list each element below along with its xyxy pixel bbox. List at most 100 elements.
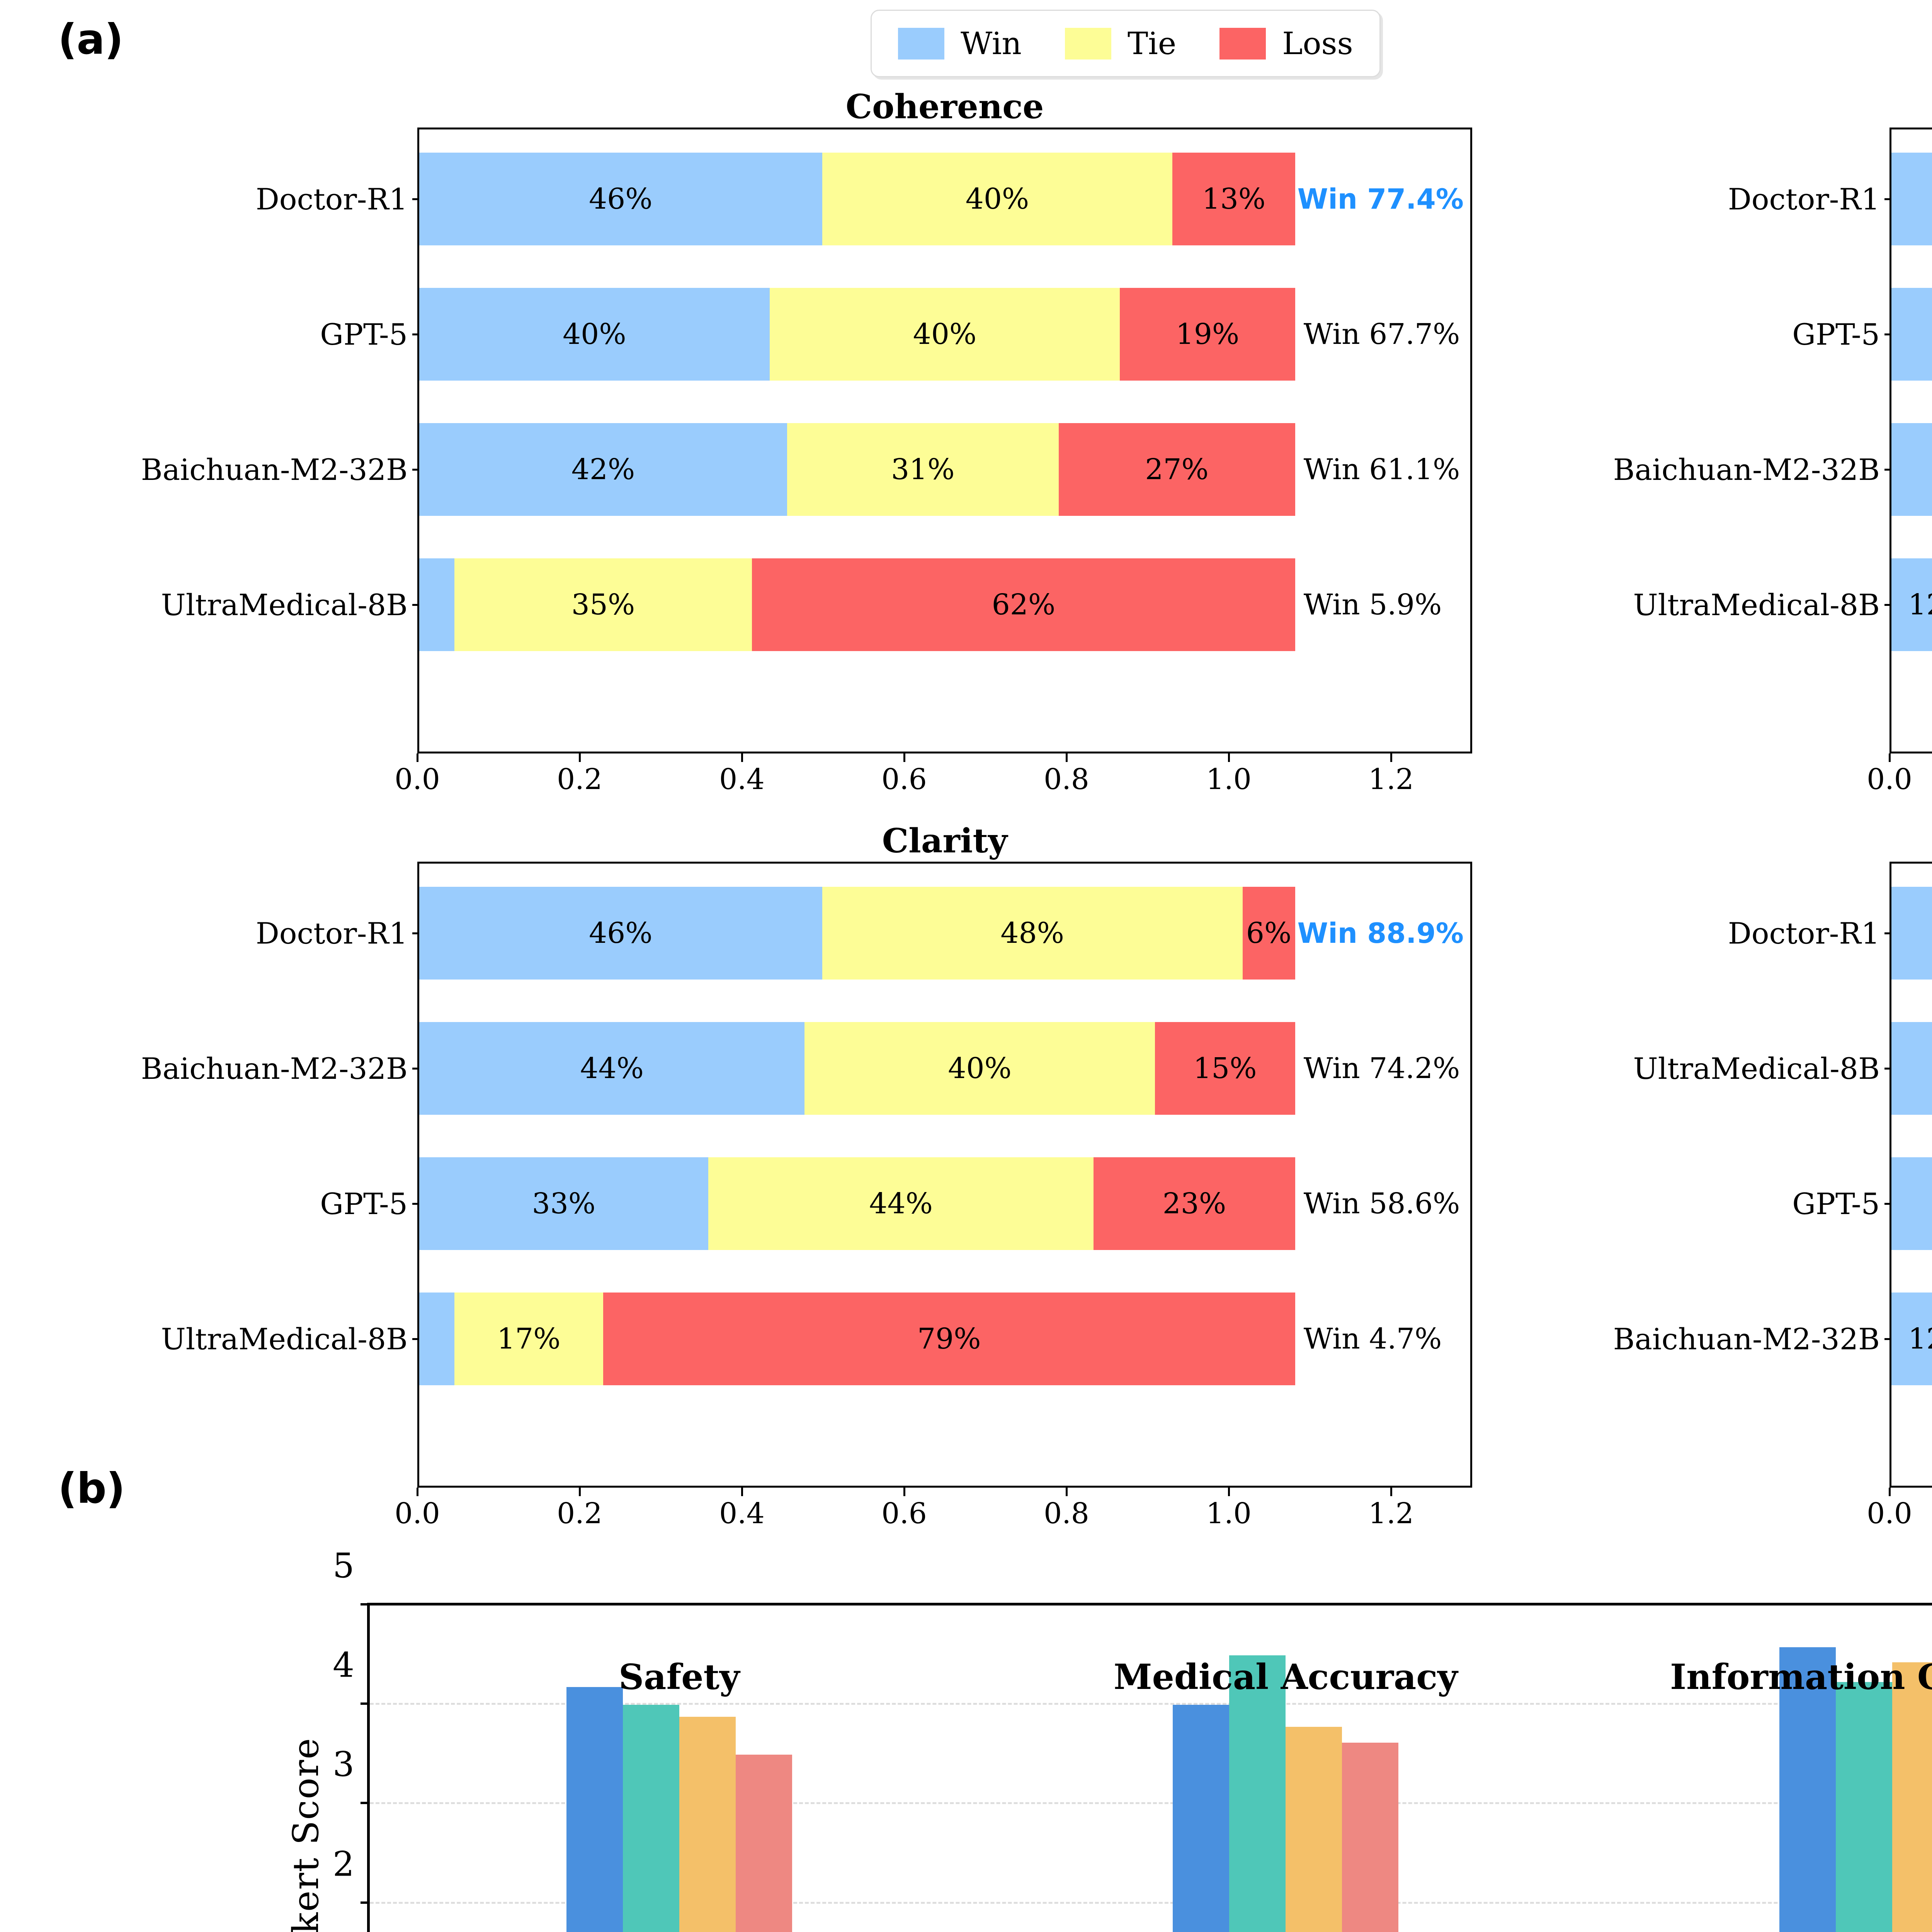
bars-layer: Doctor-R1 71% 23% 6% Win 92.5% UltraMedi… <box>1613 864 1932 1486</box>
gridline <box>370 1802 1932 1804</box>
legend-item-loss[interactable]: Loss <box>1219 27 1353 60</box>
x-tick-label: 0.8 <box>1044 1497 1089 1530</box>
bar-row: GPT-5 40% 40% 19% Win 67.7% <box>320 288 1470 381</box>
segment-tie[interactable]: 40% <box>822 153 1173 245</box>
legend-swatch-loss <box>1219 27 1266 60</box>
y-tick-label: 3 <box>333 1744 354 1784</box>
category-label: Baichuan-M2-32B <box>141 1051 408 1086</box>
segment-tie[interactable]: 40% <box>769 288 1120 381</box>
legend-label-tie: Tie <box>1127 25 1177 61</box>
segment-win[interactable]: 71% <box>1891 887 1932 980</box>
segment-win[interactable]: 62% <box>1891 288 1932 381</box>
bar-row: GPT-5 23% 23% 54% Win 30.0% <box>1792 1157 1932 1250</box>
likert-score-chart: Likert Score 0 1 2 3 4 5 Safety <box>285 1546 1932 1932</box>
bar-row: Doctor-R1 46% 40% 13% Win 77.4% <box>256 153 1470 245</box>
segment-loss[interactable]: 19% <box>1120 288 1295 381</box>
stacked-bar: 23% 23% 54% <box>1891 1157 1932 1250</box>
category-label: Baichuan-M2-32B <box>141 452 408 487</box>
x-tick-label: 0.2 <box>557 1497 602 1530</box>
win-rate-annotation: Win 74.2% <box>1303 1052 1460 1085</box>
bar-doctor-r1[interactable] <box>1173 1705 1230 1932</box>
win-rate-annotation: Win 4.7% <box>1303 1322 1442 1355</box>
bar-row: Doctor-R1 71% 23% 6% Win 92.5% <box>1728 887 1932 980</box>
segment-win[interactable]: 38% <box>1891 423 1932 516</box>
gridline <box>370 1703 1932 1705</box>
bar-doctor-r1[interactable] <box>566 1687 623 1932</box>
segment-win[interactable]: 46% <box>419 887 822 980</box>
x-tick-label-medical-accuracy: Medical Accuracy <box>1114 1656 1458 1697</box>
segment-win[interactable]: 33% <box>419 1157 708 1250</box>
segment-win[interactable]: 42% <box>419 423 787 516</box>
stacked-bar: 12% 8% 81% <box>1891 558 1932 651</box>
segment-win[interactable]: 40% <box>419 288 770 381</box>
segment-loss[interactable]: 15% <box>1155 1022 1295 1115</box>
segment-tie[interactable]: 48% <box>822 887 1243 980</box>
bar-row: Doctor-R1 46% 48% 6% Win 88.9% <box>256 887 1470 980</box>
segment-loss[interactable]: 27% <box>1058 423 1295 516</box>
bar-ultramedical-8b[interactable] <box>1342 1742 1399 1932</box>
segment-win[interactable]: 44% <box>419 1022 805 1115</box>
bar-gpt-5[interactable] <box>679 1717 736 1932</box>
bar-gpt-5[interactable] <box>1892 1662 1932 1932</box>
segment-win[interactable]: 46% <box>419 153 822 245</box>
segment-win[interactable] <box>419 1293 454 1385</box>
segment-win[interactable] <box>419 558 454 651</box>
category-label: UltraMedical-8B <box>1633 1051 1880 1086</box>
bar-baichuan-m2-32b[interactable] <box>1835 1682 1892 1932</box>
panel-label-b: (b) <box>58 1464 125 1513</box>
y-tick <box>1884 932 1891 934</box>
bar-gpt-5[interactable] <box>1286 1726 1342 1932</box>
x-tick-label: 0.6 <box>881 1497 927 1530</box>
subplot-adherence: Adherence Doctor-R1 56% 29% 15% Win 78.4… <box>1613 128 1932 796</box>
category-label: UltraMedical-8B <box>161 587 408 622</box>
x-tick-label: 0.0 <box>395 1497 440 1530</box>
win-rate-annotation: Win 58.6% <box>1303 1187 1460 1220</box>
bar-row: Baichuan-M2-32B 12% 37% 52% Win 18.2% <box>1613 1293 1932 1385</box>
bar-row: Baichuan-M2-32B 42% 31% 27% Win 61.1% <box>141 423 1470 516</box>
category-label: GPT-5 <box>320 317 408 352</box>
segment-tie[interactable]: 40% <box>804 1022 1155 1115</box>
segment-win[interactable]: 23% <box>1891 1157 1932 1250</box>
bar-row: UltraMedical-8B 17% 79% Win 4.7% <box>161 1293 1470 1385</box>
segment-win[interactable]: 12% <box>1891 1293 1932 1385</box>
subplot-empathy: Empathy Doctor-R1 71% 23% 6% Win 92.5% U… <box>1613 862 1932 1530</box>
likert-plot-area: 0 1 2 3 4 5 Safety Medical Accuracy <box>333 1546 1932 1932</box>
win-rate-annotation: Win 77.4% <box>1297 183 1464 215</box>
y-tick <box>412 1068 419 1070</box>
x-tick-label: 0.0 <box>395 763 440 796</box>
segment-loss[interactable]: 79% <box>603 1293 1295 1385</box>
x-axis: 0.0 0.2 0.4 0.6 0.8 1.0 1.2 <box>1867 1488 1932 1534</box>
segment-loss[interactable]: 23% <box>1094 1157 1295 1250</box>
segment-loss[interactable]: 62% <box>752 558 1295 651</box>
segment-tie[interactable]: 31% <box>787 423 1059 516</box>
y-tick <box>1884 333 1891 335</box>
y-tick-label: 5 <box>333 1546 354 1586</box>
x-tick-label: 0.8 <box>1044 763 1089 796</box>
y-tick <box>412 604 419 606</box>
category-label: Baichuan-M2-32B <box>1613 1321 1880 1356</box>
segment-win[interactable]: 12% <box>1891 558 1932 651</box>
segment-win[interactable]: 56% <box>1891 153 1932 245</box>
legend-item-tie[interactable]: Tie <box>1065 25 1177 61</box>
stacked-bar: 33% 44% 23% <box>419 1157 1295 1250</box>
stacked-bar: 46% 40% 13% <box>419 153 1295 245</box>
win-rate-annotation: Win 88.9% <box>1297 917 1464 949</box>
segment-tie[interactable]: 35% <box>454 558 752 651</box>
win-tie-loss-legend: Win Tie Loss <box>871 10 1381 77</box>
bar-row: GPT-5 62% 15% 23% Win 72.7% <box>1792 288 1932 381</box>
legend-item-win[interactable]: Win <box>898 27 1022 60</box>
segment-loss[interactable]: 6% <box>1242 887 1295 980</box>
legend-swatch-win <box>898 27 944 60</box>
segment-win[interactable]: 60% <box>1891 1022 1932 1115</box>
segment-tie[interactable]: 17% <box>454 1293 603 1385</box>
category-label: Doctor-R1 <box>255 916 408 951</box>
segment-loss[interactable]: 13% <box>1172 153 1295 245</box>
bars-layer: Doctor-R1 46% 40% 13% Win 77.4% GPT-5 40… <box>141 129 1470 752</box>
bar-ultramedical-8b[interactable] <box>735 1754 792 1932</box>
stacked-bar: 56% 29% 15% <box>1891 153 1932 245</box>
bar-row: GPT-5 33% 44% 23% Win 58.6% <box>320 1157 1470 1250</box>
segment-tie[interactable]: 44% <box>708 1157 1094 1250</box>
bar-baichuan-m2-32b[interactable] <box>622 1705 679 1932</box>
bar-doctor-r1[interactable] <box>1779 1647 1836 1932</box>
bar-baichuan-m2-32b[interactable] <box>1229 1655 1286 1932</box>
